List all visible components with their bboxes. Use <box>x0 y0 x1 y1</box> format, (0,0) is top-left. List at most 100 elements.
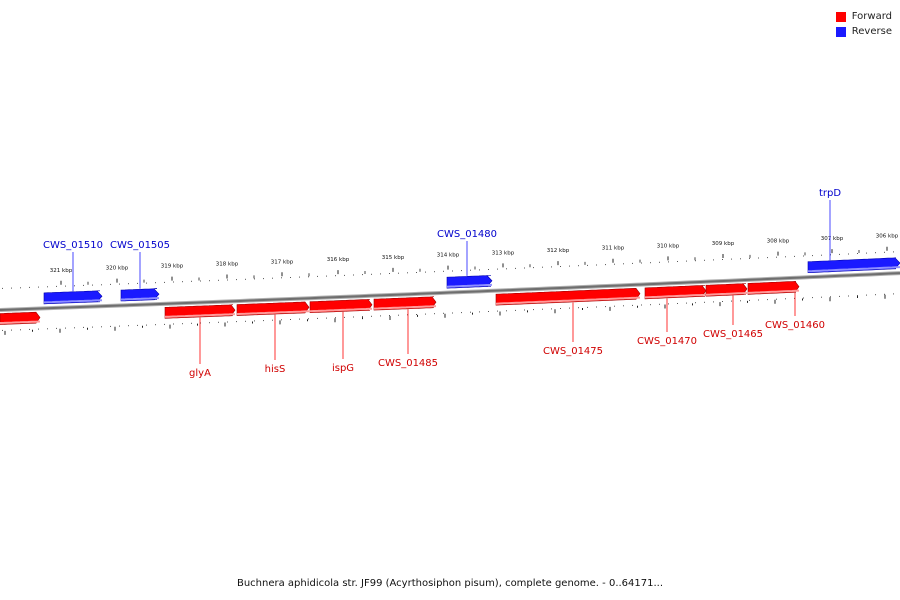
legend-forward: Forward <box>835 9 892 24</box>
scale-dot <box>560 266 561 267</box>
scale-dot <box>641 304 642 306</box>
scale-dot <box>389 273 390 274</box>
scale-tick-label: 307 kbp <box>821 236 844 242</box>
scale-dot <box>20 329 21 331</box>
scale-dot <box>56 327 57 329</box>
scale-dot <box>884 293 885 295</box>
scale-dot <box>2 329 3 331</box>
gene-hiss-shade <box>236 310 310 316</box>
scale-dot <box>596 306 597 308</box>
scale-dot <box>488 311 489 312</box>
scale-dot <box>515 267 516 269</box>
scale-tick-label: 321 kbp <box>50 268 73 274</box>
scale-dot <box>641 262 642 264</box>
scale-dot <box>218 279 219 281</box>
scale-dot <box>290 319 291 320</box>
scale-dot <box>227 279 228 281</box>
scale-dot <box>335 317 336 319</box>
scale-dot <box>380 273 381 275</box>
scale-dot <box>875 252 876 254</box>
scale-dot <box>776 298 777 300</box>
scale-dot <box>758 257 759 259</box>
gene-cws-01475 <box>495 287 641 306</box>
scale-dot <box>83 284 84 286</box>
gene-glya-label: glyA <box>189 368 211 379</box>
scale-dot <box>767 257 768 259</box>
scale-dot <box>344 316 345 318</box>
scale-dot <box>569 265 570 267</box>
scale-dot <box>893 293 894 295</box>
scale-dot <box>767 299 768 301</box>
scale-dot <box>551 308 552 310</box>
scale-dot <box>695 260 696 262</box>
scale-dot <box>596 264 597 266</box>
scale-dot <box>794 255 795 257</box>
scale-dot <box>11 329 12 331</box>
scale-dot <box>299 318 300 320</box>
scale-dot <box>317 275 318 277</box>
scale-dot <box>650 262 651 264</box>
scale-dot <box>119 283 120 285</box>
scale-tick-label: 320 kbp <box>106 266 129 272</box>
scale-dot <box>857 253 858 254</box>
scale-dot <box>38 328 39 330</box>
scale-dot <box>605 264 606 266</box>
scale-dot <box>191 322 192 324</box>
scale-dot <box>614 305 615 307</box>
scale-dot <box>461 312 462 314</box>
scale-tick-label: 306 kbp <box>876 234 899 240</box>
scale-dot <box>623 305 624 307</box>
scale-dot <box>578 307 579 309</box>
scale-dot <box>128 283 129 285</box>
scale-dot <box>686 260 687 262</box>
scale-dot <box>533 267 534 269</box>
scale-dot <box>497 268 498 270</box>
scale-dot <box>119 325 120 327</box>
scale-dot <box>254 278 255 280</box>
legend-reverse-label: Reverse <box>851 26 892 37</box>
scale-dot <box>452 312 453 314</box>
scale-dot <box>677 303 678 304</box>
scale-dot <box>83 326 84 328</box>
gene-cws-01510-label: CWS_01510 <box>43 240 103 251</box>
scale-dot <box>335 275 336 277</box>
scale-dot <box>101 284 102 286</box>
scale-dot <box>317 317 318 319</box>
scale-dot <box>695 302 696 304</box>
scale-dot <box>227 321 228 323</box>
scale-dot <box>263 278 264 280</box>
scale-dot <box>281 319 282 321</box>
scale-dot <box>11 287 12 289</box>
gene-ispg-shade <box>309 307 373 313</box>
scale-dot <box>182 281 183 283</box>
scale-dot <box>308 318 309 320</box>
gene-cws-01470-shade <box>644 293 707 299</box>
scale-tick-label: 308 kbp <box>767 239 790 245</box>
scale-dot <box>74 285 75 287</box>
scale-dot <box>425 271 426 273</box>
scale-dot <box>434 313 435 315</box>
scale-tick-label: 316 kbp <box>327 257 350 263</box>
scale-dot <box>749 257 750 259</box>
gene-cws-01485-shade <box>373 305 437 310</box>
scale-dot <box>443 270 444 272</box>
scale-dot <box>146 324 147 326</box>
scale-dot <box>650 304 651 306</box>
gene-cws-01485-label: CWS_01485 <box>378 358 438 369</box>
scale-dot <box>452 270 453 272</box>
scale-dot <box>623 263 624 265</box>
legend: Forward Reverse <box>835 9 892 39</box>
scale-dot <box>416 314 417 315</box>
scale-dot <box>749 299 750 301</box>
scale-dot <box>479 269 480 271</box>
gene-cws-01460-shade <box>747 289 800 294</box>
scale-dot <box>731 300 732 302</box>
scale-dot <box>92 284 93 286</box>
scale-dot <box>326 317 327 319</box>
scale-dot <box>272 277 273 279</box>
scale-tick-label: 313 kbp <box>492 250 515 256</box>
scale-dot <box>398 314 399 316</box>
scale-dot <box>785 256 786 258</box>
scale-dot <box>740 300 741 302</box>
